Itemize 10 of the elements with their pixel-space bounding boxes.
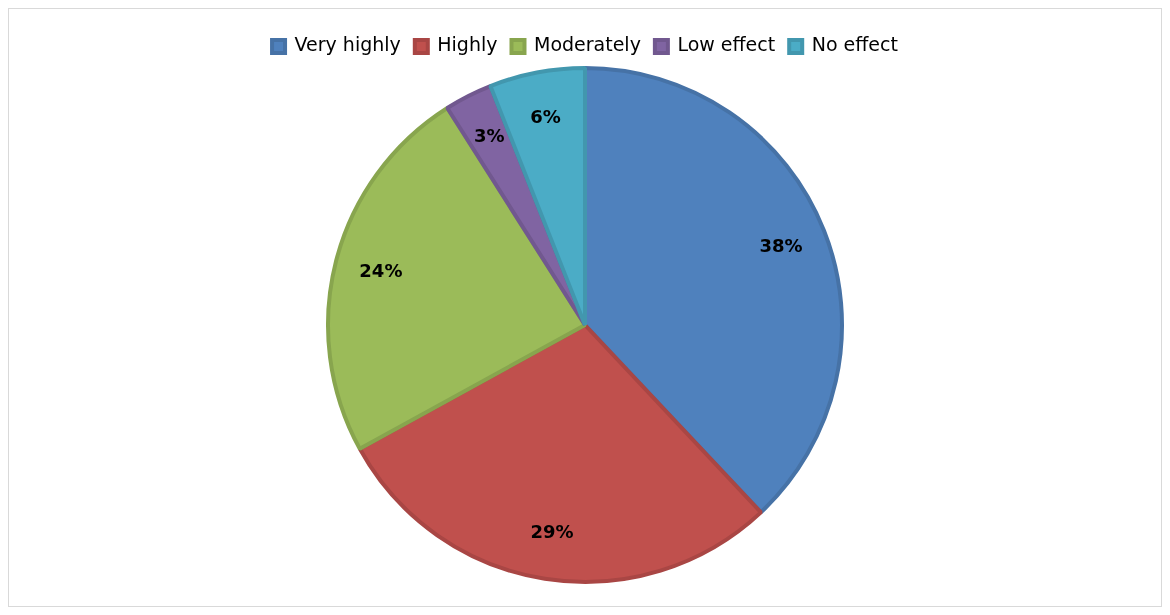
data-label: 6% xyxy=(530,105,561,127)
legend-label: Very highly xyxy=(294,33,401,56)
data-label: 29% xyxy=(530,520,574,542)
data-label: 3% xyxy=(474,124,505,146)
legend-label: No effect xyxy=(811,33,898,56)
legend-label: Highly xyxy=(437,33,498,56)
data-label: 38% xyxy=(759,235,803,257)
data-label: 24% xyxy=(359,260,403,282)
legend-label: Low effect xyxy=(677,33,776,56)
legend-label: Moderately xyxy=(534,33,641,56)
